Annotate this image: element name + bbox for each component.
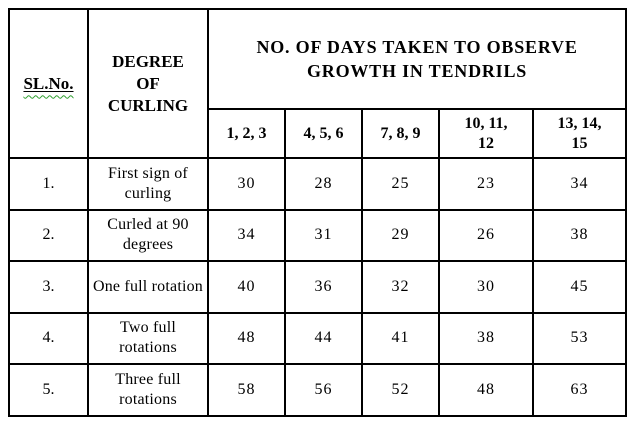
value-cell: 31 [284, 208, 363, 262]
subheader-cell-days-7-8-9: 7, 8, 9 [361, 108, 440, 159]
degree-header-line: DEGREE [112, 51, 184, 71]
value-cell: 45 [531, 260, 628, 314]
value-cell: 28 [284, 157, 363, 211]
sl-cell: 2. [8, 208, 89, 262]
table-subheader-row: 1, 2, 3 4, 5, 6 7, 8, 9 10, 11, 12 13, 1… [9, 108, 628, 159]
value-cell: 25 [361, 157, 440, 211]
header-cell-slno: SL.No. [8, 8, 89, 159]
table-header-row: SL.No. DEGREE OF CURLING NO. OF DAYS TAK… [8, 8, 628, 159]
degree-cell: First sign of curling [87, 157, 209, 211]
table-row: 3. One full rotation 40 36 32 30 45 [8, 260, 628, 314]
value-cell: 56 [284, 363, 363, 417]
value-cell: 26 [438, 208, 534, 262]
value-cell: 52 [361, 363, 440, 417]
tendril-growth-table: SL.No. DEGREE OF CURLING NO. OF DAYS TAK… [8, 8, 628, 417]
subheader-cell-days-4-5-6: 4, 5, 6 [284, 108, 363, 159]
value-cell: 53 [531, 311, 628, 365]
value-cell: 30 [207, 157, 286, 211]
header-cell-days-title: NO. OF DAYS TAKEN TO OBSERVE GROWTH IN T… [206, 8, 628, 110]
table-row: 5. Three full rotations 58 56 52 48 63 [8, 363, 628, 417]
sl-cell: 1. [8, 157, 89, 211]
sl-cell: 3. [8, 260, 89, 314]
degree-cell: Three full rotations [87, 363, 209, 417]
slno-header-label: SL.No. [23, 73, 74, 93]
value-cell: 38 [438, 311, 534, 365]
value-cell: 63 [531, 363, 628, 417]
value-cell: 29 [361, 208, 440, 262]
degree-cell: One full rotation [87, 260, 209, 314]
spellcheck-squiggle: SL.No. [23, 74, 73, 93]
table-row: 1. First sign of curling 30 28 25 23 34 [8, 157, 628, 211]
degree-cell: Two full rotations [87, 311, 209, 365]
value-cell: 40 [207, 260, 286, 314]
value-cell: 36 [284, 260, 363, 314]
value-cell: 58 [207, 363, 286, 417]
value-cell: 30 [438, 260, 534, 314]
value-cell: 48 [207, 311, 286, 365]
value-cell: 44 [284, 311, 363, 365]
value-cell: 48 [438, 363, 534, 417]
degree-header-line: OF [136, 73, 160, 93]
value-cell: 32 [361, 260, 440, 314]
degree-header-line: CURLING [107, 95, 189, 115]
table-row: 4. Two full rotations 48 44 41 38 53 [8, 311, 628, 365]
subheader-cell-days-1-2-3: 1, 2, 3 [207, 108, 286, 159]
header-cell-degree-of-curling: DEGREE OF CURLING [87, 8, 209, 159]
sl-cell: 5. [8, 363, 89, 417]
days-title-line: NO. OF DAYS TAKEN TO OBSERVE [256, 37, 578, 57]
value-cell: 23 [438, 157, 534, 211]
value-cell: 41 [361, 311, 440, 365]
subheader-cell-days-13-14-15: 13, 14, 15 [531, 108, 628, 159]
value-cell: 34 [531, 157, 628, 211]
value-cell: 38 [531, 208, 628, 262]
sl-cell: 4. [8, 311, 89, 365]
subheader-cell-days-10-11-12: 10, 11, 12 [438, 108, 534, 159]
table-row: 2. Curled at 90 degrees 34 31 29 26 38 [8, 208, 628, 262]
degree-cell: Curled at 90 degrees [87, 208, 209, 262]
days-title-line: GROWTH IN TENDRILS [306, 61, 528, 81]
value-cell: 34 [207, 208, 286, 262]
